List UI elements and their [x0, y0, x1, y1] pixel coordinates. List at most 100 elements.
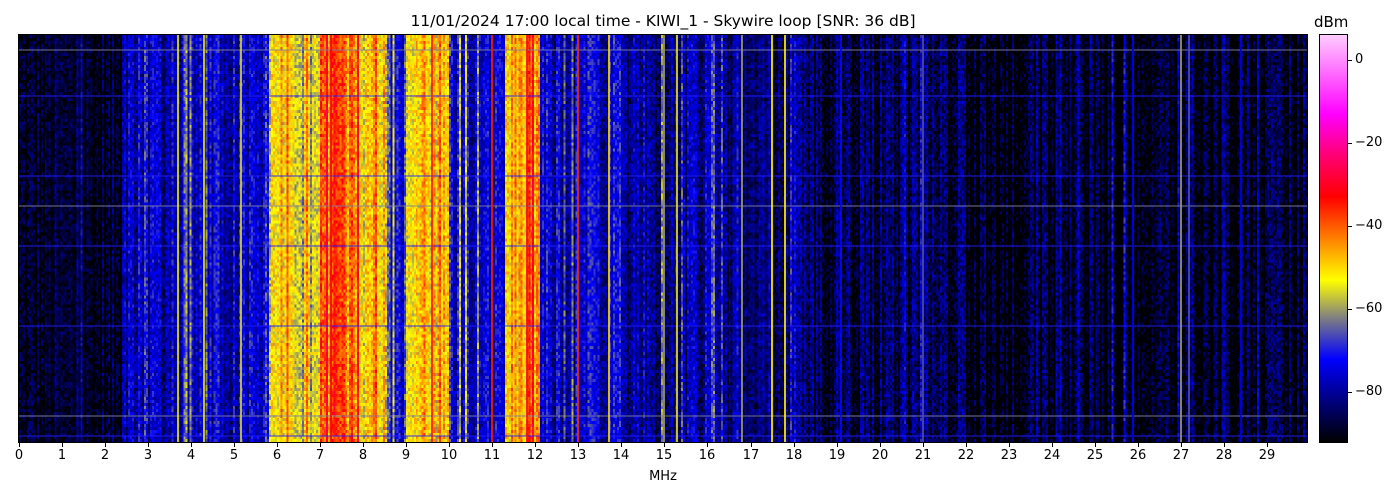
- colorbar-tick-label: 0: [1355, 52, 1364, 67]
- x-tick-label: 18: [785, 448, 803, 463]
- band-2: [269, 35, 312, 442]
- interference-row: [19, 95, 1307, 97]
- signal-line: [329, 35, 332, 442]
- band-14: [966, 35, 1307, 442]
- x-tick: [966, 442, 967, 447]
- x-tick-label: 22: [957, 448, 975, 463]
- x-tick-label: 27: [1172, 448, 1190, 463]
- signal-line: [203, 35, 206, 442]
- x-tick: [19, 442, 20, 447]
- band-13: [794, 35, 966, 442]
- signal-line: [663, 35, 666, 442]
- signal-line: [525, 35, 528, 442]
- interference-row: [19, 245, 1307, 247]
- x-tick-label: 0: [14, 448, 24, 463]
- signal-line: [491, 35, 494, 442]
- interference-row: [19, 415, 1307, 417]
- x-tick: [880, 442, 881, 447]
- interference-row: [19, 435, 1307, 437]
- x-tick-label: 11: [483, 448, 501, 463]
- x-tick-label: 21: [914, 448, 932, 463]
- x-tick-label: 6: [272, 448, 282, 463]
- colorbar-tick-label: −20: [1355, 135, 1383, 150]
- signal-line: [1132, 35, 1135, 442]
- x-tick-label: 13: [569, 448, 587, 463]
- x-tick-label: 2: [100, 448, 110, 463]
- x-tick: [535, 442, 536, 447]
- x-tick: [621, 442, 622, 447]
- band-4: [320, 35, 355, 442]
- x-tick: [492, 442, 493, 447]
- x-tick-label: 23: [1000, 448, 1018, 463]
- x-tick-label: 4: [186, 448, 196, 463]
- x-tick-label: 29: [1258, 448, 1276, 463]
- band-6: [385, 35, 406, 442]
- band-1: [122, 35, 269, 442]
- interference-row: [19, 205, 1307, 207]
- colorbar: [1319, 34, 1348, 443]
- x-tick: [191, 442, 192, 447]
- x-tick-label: 12: [526, 448, 544, 463]
- colorbar-label: dBm: [1314, 13, 1349, 31]
- x-tick: [148, 442, 149, 447]
- signal-line: [771, 35, 774, 442]
- x-tick: [277, 442, 278, 447]
- band-9: [505, 35, 540, 442]
- x-tick-label: 24: [1043, 448, 1061, 463]
- signal-line: [577, 35, 580, 442]
- x-tick: [449, 442, 450, 447]
- x-tick: [363, 442, 364, 447]
- x-tick: [794, 442, 795, 447]
- signal-line: [431, 35, 434, 442]
- signal-line: [921, 35, 924, 442]
- x-tick: [923, 442, 924, 447]
- colorbar-tick: [1347, 392, 1352, 393]
- interference-row: [19, 325, 1307, 327]
- x-tick: [1009, 442, 1010, 447]
- colorbar-tick: [1347, 226, 1352, 227]
- x-tick-label: 1: [57, 448, 67, 463]
- band-5: [355, 35, 385, 442]
- x-tick: [1138, 442, 1139, 447]
- x-tick-label: 15: [655, 448, 673, 463]
- x-tick: [707, 442, 708, 447]
- x-tick: [320, 442, 321, 447]
- colorbar-tick: [1347, 309, 1352, 310]
- colorbar-tick: [1347, 60, 1352, 61]
- signal-line: [1179, 35, 1182, 442]
- band-3: [312, 35, 320, 442]
- x-tick: [1224, 442, 1225, 447]
- colorbar-tick-label: −60: [1355, 301, 1383, 316]
- x-tick: [406, 442, 407, 447]
- signal-line: [783, 35, 786, 442]
- interference-row: [19, 175, 1307, 177]
- band-0: [19, 35, 122, 442]
- x-tick: [578, 442, 579, 447]
- x-tick-label: 9: [401, 448, 411, 463]
- x-tick-label: 28: [1215, 448, 1233, 463]
- signal-line: [1240, 35, 1243, 442]
- chart-title: 11/01/2024 17:00 local time - KIWI_1 - S…: [410, 12, 916, 30]
- x-tick-label: 20: [871, 448, 889, 463]
- x-tick-label: 14: [612, 448, 630, 463]
- x-tick: [1052, 442, 1053, 447]
- x-tick: [1095, 442, 1096, 447]
- x-tick-label: 19: [828, 448, 846, 463]
- x-tick-label: 17: [742, 448, 760, 463]
- band-12: [707, 35, 794, 442]
- band-7: [406, 35, 449, 442]
- x-tick: [1181, 442, 1182, 447]
- x-tick-label: 26: [1129, 448, 1147, 463]
- x-tick-label: 7: [315, 448, 325, 463]
- x-tick-label: 10: [440, 448, 458, 463]
- waterfall-plot: [18, 34, 1308, 443]
- x-tick: [234, 442, 235, 447]
- x-tick-label: 16: [698, 448, 716, 463]
- interference-row: [19, 49, 1307, 51]
- x-tick-label: 8: [358, 448, 368, 463]
- x-tick-label: 3: [143, 448, 153, 463]
- signal-line: [239, 35, 242, 442]
- x-axis-label: MHz: [649, 469, 677, 484]
- x-tick: [105, 442, 106, 447]
- signal-line: [676, 35, 679, 442]
